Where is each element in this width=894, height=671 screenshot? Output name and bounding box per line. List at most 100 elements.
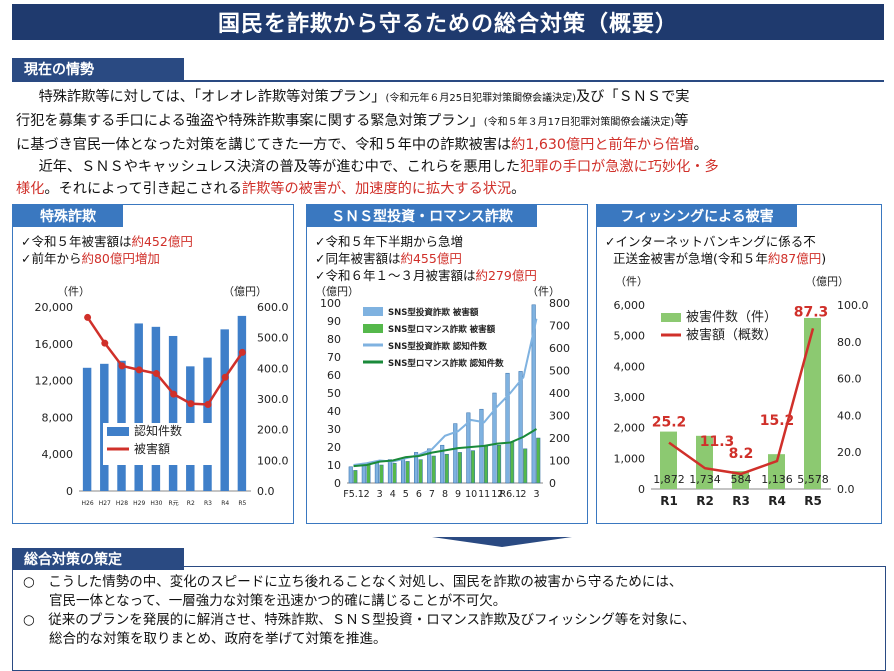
bar <box>505 372 510 484</box>
y-tick-left: 6,000 <box>614 299 646 312</box>
situation-paragraph: 特殊詐欺等に対しては、「オレオレ詐欺等対策プラン」(令和元年６月25日犯罪対策閣… <box>16 86 719 200</box>
bar <box>453 423 458 484</box>
y-tick-right: 400.0 <box>257 362 289 375</box>
bar <box>732 471 749 489</box>
y-unit-right: （億円） <box>223 285 267 298</box>
y-tick-left: 90 <box>327 315 341 328</box>
x-tick-label: 2 <box>520 489 526 500</box>
y-tick-left: 0 <box>334 477 341 490</box>
bar <box>405 461 410 484</box>
y-tick-right: 500.0 <box>257 332 289 345</box>
bar <box>168 335 178 491</box>
panel1-bullet-2: ✓前年から約80億円増加 <box>21 251 160 266</box>
line-point <box>135 366 143 374</box>
situation-line-5: 様化。それによって引き起こされる詐欺等の被害が、加速度的に拡大する状況。 <box>16 181 526 197</box>
page-title-text: 国民を詐欺から守るための総合対策（概要） <box>217 12 678 37</box>
legend-label: 被害額 <box>134 441 170 456</box>
panel2-bullet-1: ✓令和５年下半期から急増 <box>315 234 463 249</box>
x-tick-label: 8 <box>442 489 448 500</box>
bar <box>353 470 358 484</box>
situation-line-3: に基づき官民一体となった対策を講じてきた一方で、令和５年中の詐欺被害は約1,63… <box>16 137 708 153</box>
x-tick-label: R3 <box>204 500 212 507</box>
bar <box>523 448 528 484</box>
chart-tokushu-sagi: 0 4,000 8,000 12,000 16,000 20,000 0.0 100.0 200… <box>35 285 289 507</box>
legend-label: 認知件数 <box>134 423 182 438</box>
situation-line-2: 行犯を募集する手口による強盗や特殊詐欺事案に関する緊急対策プラン」(令和５年３月… <box>16 113 689 129</box>
panel2-title: ＳＮＳ型投資・ロマンス詐欺 <box>307 205 537 227</box>
bar-data-label: 584 <box>731 473 752 486</box>
x-tick-label: H29 <box>133 500 145 507</box>
y-tick-right: 200 <box>549 432 570 445</box>
x-tick-label: 7 <box>429 489 435 500</box>
bar <box>440 444 445 484</box>
line-point <box>170 390 178 398</box>
x-tick-label: R5 <box>804 494 822 508</box>
x-tick-label: R1 <box>660 494 678 508</box>
line-data-label: 25.2 <box>652 415 687 431</box>
legend-label: SNS型投資詐欺 被害額 <box>388 307 479 318</box>
bar <box>492 392 497 484</box>
y-tick-right: 600 <box>549 342 570 355</box>
bar-data-label: 5,578 <box>797 473 829 486</box>
y-tick-right: 100 <box>549 455 570 468</box>
bar <box>220 329 229 491</box>
bar <box>696 435 713 489</box>
y-tick-left: 8,000 <box>42 411 74 424</box>
panel3-bullet-1: ✓インターネットバンキングに係る不 <box>605 234 816 249</box>
bar <box>414 452 419 484</box>
bar-data-label: 1,734 <box>689 473 721 486</box>
bar <box>379 464 384 484</box>
legend-swatch <box>363 307 383 316</box>
bar <box>497 444 502 484</box>
page-title: 国民を詐欺から守るための総合対策（概要） <box>12 4 884 40</box>
bar <box>444 453 449 484</box>
x-tick-label: R5 <box>238 500 246 507</box>
bar <box>536 437 541 484</box>
y-tick-right: 0 <box>549 477 556 490</box>
measures-text: ○ こうした情勢の中、変化のスピードに立ち後れることなく対処し、国民を詐欺の被害… <box>23 573 885 649</box>
x-tick-label: R2 <box>187 500 195 507</box>
x-tick-label: 12 <box>491 489 503 500</box>
situation-line-4: 近年、ＳＮＳやキャッシュレス決済の普及等が進む中で、これらを悪用した犯罪の手口が… <box>38 159 719 175</box>
x-tick-label: 10 <box>465 489 477 500</box>
line-point <box>101 339 109 347</box>
bar <box>510 441 515 484</box>
y-tick-left: 3,000 <box>614 391 646 404</box>
panel3-title: フィッシングによる被害 <box>597 205 797 227</box>
y-unit-right: （億円） <box>805 275 849 288</box>
panel2-bullet-3: ✓令和６年１～３月被害額は約279億円 <box>315 268 537 283</box>
line-point <box>84 313 92 321</box>
bar <box>531 304 536 484</box>
y-unit-right: （件） <box>527 285 560 298</box>
situation-header: 現在の情勢 <box>12 58 884 82</box>
y-tick-left: 0 <box>66 485 73 498</box>
x-tick-label: R2 <box>696 494 714 508</box>
x-tick-label: 9 <box>455 489 461 500</box>
y-tick-left: 40 <box>327 405 341 418</box>
bar <box>470 450 475 484</box>
line-point <box>238 348 246 356</box>
y-tick-left: 16,000 <box>35 338 74 351</box>
y-tick-left: 50 <box>327 387 341 400</box>
bar <box>400 457 406 484</box>
y-tick-left: 12,000 <box>35 375 74 388</box>
y-tick-right: 60.0 <box>837 373 862 386</box>
bar <box>518 371 523 484</box>
y-tick-right: 40.0 <box>837 409 862 422</box>
bar-data-label: 1,872 <box>653 473 685 486</box>
x-tick-label: R6.1 <box>499 489 521 500</box>
legend-label: 被害件数（件） <box>686 309 777 325</box>
y-unit-left: （億円） <box>315 285 359 298</box>
series-line <box>353 428 537 468</box>
y-tick-left: 10 <box>327 459 341 472</box>
line-point <box>204 401 212 409</box>
legend-swatch <box>661 313 681 322</box>
situation-rule <box>12 80 884 82</box>
bar <box>374 461 379 484</box>
bar <box>804 317 821 489</box>
x-tick-label: R3 <box>732 494 750 508</box>
legend-label: SNS型投資詐欺 認知件数 <box>388 341 487 352</box>
x-tick-label: F5.1 <box>343 489 364 500</box>
bar <box>418 459 423 484</box>
legend-label: SNS型ロマンス詐欺 認知件数 <box>388 358 504 369</box>
